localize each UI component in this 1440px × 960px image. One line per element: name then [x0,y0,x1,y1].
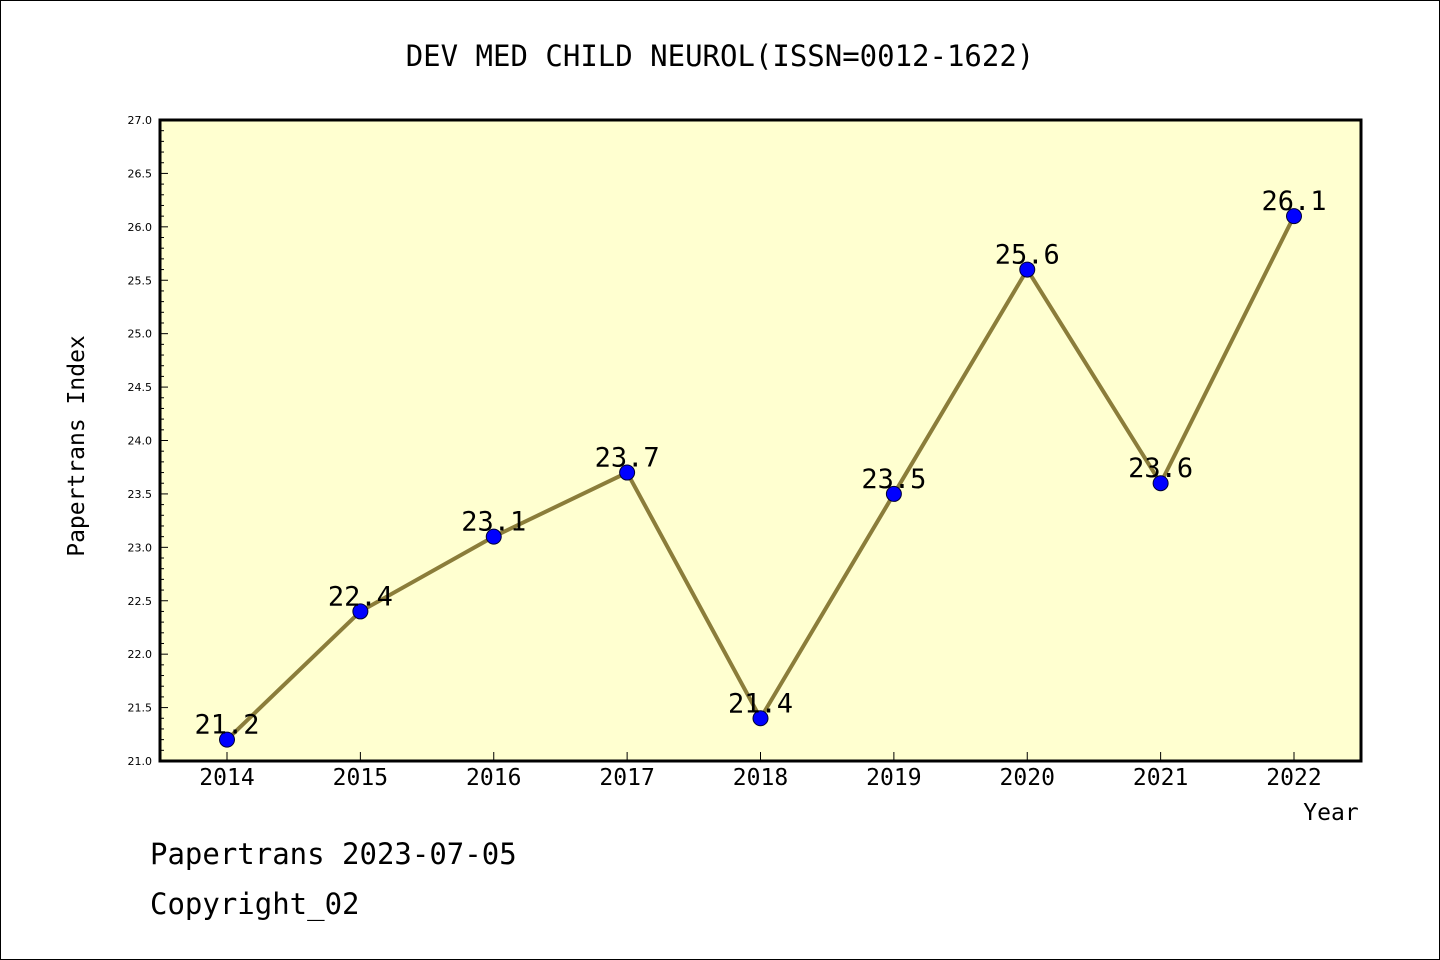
x-tick-label: 2014 [199,765,254,791]
footer-copyright: Copyright_02 [150,887,360,922]
data-label: 25.6 [995,240,1060,271]
y-tick-label: 21.0 [128,755,153,768]
y-tick-label: 25.5 [128,274,153,287]
x-axis-label: Year [1303,800,1358,826]
x-tick-label: 2015 [333,765,388,791]
x-axis: 2014 2015 2016 2017 2018 2019 2020 2021 2022 [199,752,1322,791]
footer-date: Papertrans 2023-07-05 [150,837,517,871]
x-tick-label: 2016 [466,765,521,791]
y-tick-label: 22.5 [128,595,153,608]
data-point [1152,475,1169,492]
y-tick-label: 25.0 [128,328,153,341]
data-point [485,528,502,545]
data-point [1286,208,1302,225]
plot-border [158,118,1363,763]
y-tick-label: 22.0 [128,648,153,661]
series-group: 21.2 22.4 23.1 23.7 21.4 23.5 25.6 23.6 26.1 [194,186,1327,748]
y-tick-label: 26.0 [128,221,153,234]
x-tick-label: 2019 [866,765,921,791]
data-label: 23.6 [1128,453,1193,484]
y-tick-label: 23.5 [128,488,153,501]
x-tick-label: 2020 [1000,765,1055,791]
data-point [619,464,636,481]
data-label: 22.4 [328,581,393,612]
y-tick-label: 27.0 [128,114,153,127]
y-tick-label: 24.5 [128,381,153,394]
data-point [885,485,902,502]
x-tick-label: 2022 [1266,765,1321,791]
data-label: 21.4 [728,688,793,719]
plot-area [160,120,1361,761]
x-tick-label: 2021 [1133,765,1188,791]
data-point [219,731,235,748]
x-tick-label: 2017 [599,765,654,791]
y-tick-label: 21.5 [128,702,153,715]
y-axis-label: Papertrans Index [64,335,90,557]
x-tick-label: 2018 [733,765,788,791]
data-label: 21.2 [194,710,259,741]
data-point [352,603,369,620]
data-point [1019,261,1036,278]
chart-title: DEV MED CHILD NEUROL(ISSN=0012-1622) [406,39,1035,73]
y-tick-label: 26.5 [128,167,153,180]
data-label: 23.5 [861,464,926,495]
y-tick-label: 24.0 [128,435,153,448]
data-label: 26.1 [1261,186,1326,217]
data-label: 23.7 [595,443,660,474]
y-tick-label: 23.0 [128,541,153,554]
data-point [752,710,769,727]
data-label: 23.1 [461,507,526,538]
